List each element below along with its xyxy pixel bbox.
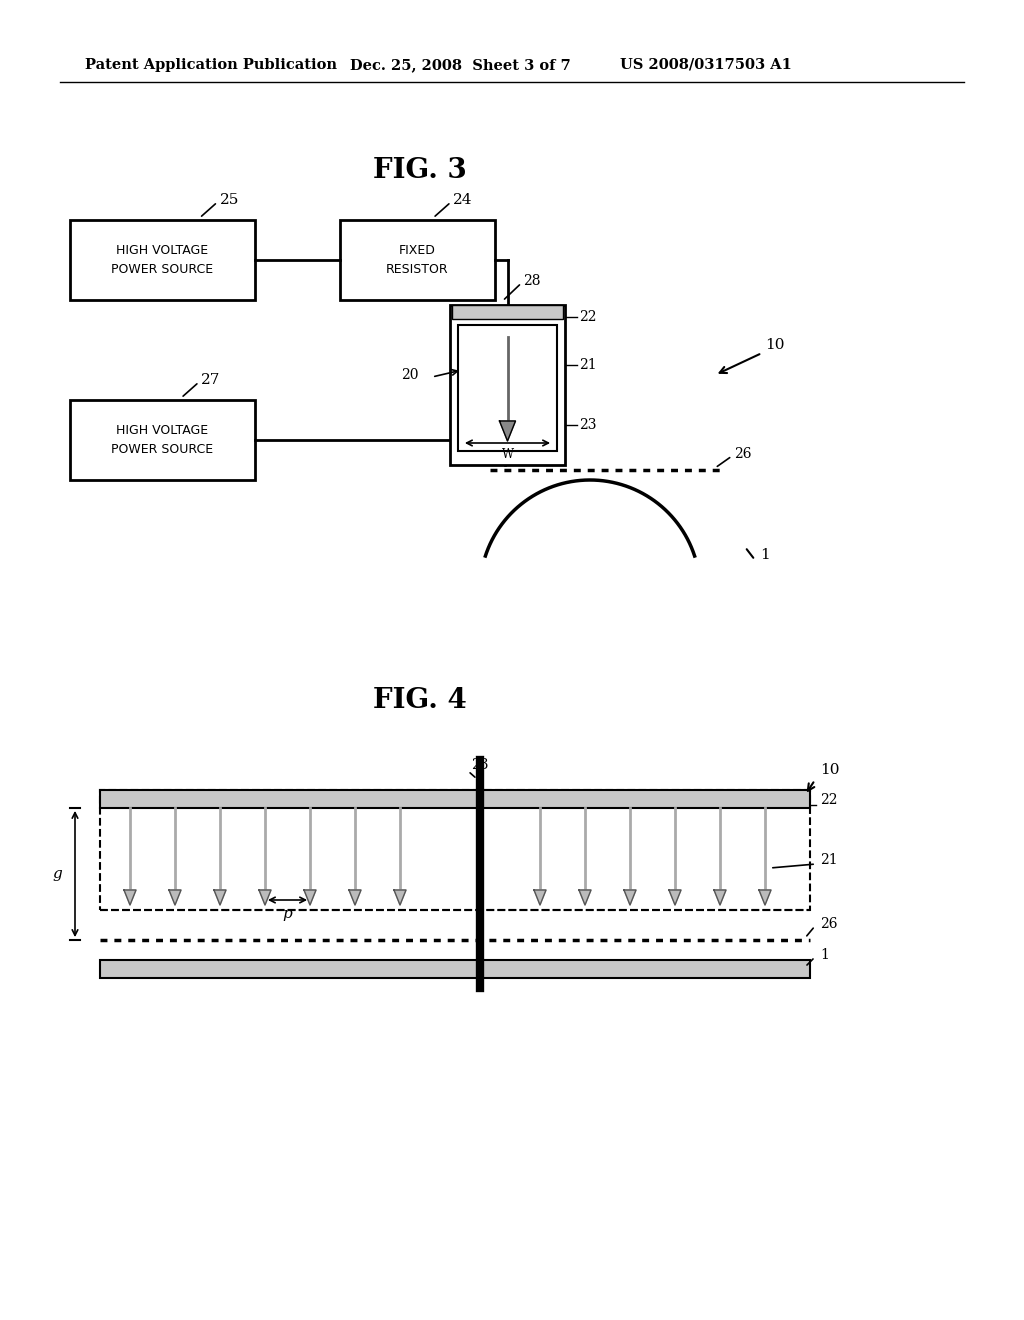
- Text: Patent Application Publication: Patent Application Publication: [85, 58, 337, 73]
- Polygon shape: [124, 890, 136, 906]
- Text: 27: 27: [201, 374, 220, 387]
- Text: 23: 23: [579, 418, 597, 432]
- Text: 1: 1: [820, 948, 828, 962]
- Text: US 2008/0317503 A1: US 2008/0317503 A1: [620, 58, 792, 73]
- Bar: [70, 220, 255, 300]
- Polygon shape: [669, 890, 681, 906]
- Text: 26: 26: [734, 447, 752, 461]
- Text: W: W: [502, 449, 514, 462]
- Text: FIG. 4: FIG. 4: [373, 686, 467, 714]
- Bar: [452, 305, 563, 319]
- Text: 21: 21: [820, 853, 838, 867]
- Polygon shape: [624, 890, 636, 906]
- Text: 25: 25: [219, 193, 239, 207]
- Text: 20: 20: [401, 368, 419, 381]
- Text: 10: 10: [765, 338, 784, 352]
- Text: 22: 22: [820, 793, 838, 807]
- Text: 23: 23: [471, 758, 488, 772]
- Text: 10: 10: [820, 763, 840, 777]
- Polygon shape: [534, 890, 546, 906]
- Bar: [100, 789, 810, 808]
- Bar: [100, 960, 810, 978]
- Polygon shape: [304, 890, 316, 906]
- Polygon shape: [759, 890, 771, 906]
- Text: HIGH VOLTAGE
POWER SOURCE: HIGH VOLTAGE POWER SOURCE: [112, 424, 214, 455]
- Polygon shape: [259, 890, 271, 906]
- Text: FIG. 3: FIG. 3: [373, 157, 467, 183]
- Text: 26: 26: [820, 917, 838, 931]
- Bar: [458, 325, 557, 451]
- Polygon shape: [349, 890, 361, 906]
- Bar: [70, 400, 255, 480]
- Polygon shape: [214, 890, 226, 906]
- Text: 28: 28: [523, 275, 541, 288]
- Text: 22: 22: [579, 310, 597, 323]
- Polygon shape: [714, 890, 726, 906]
- Text: 21: 21: [579, 358, 597, 372]
- Text: 1: 1: [760, 548, 770, 562]
- Bar: [100, 789, 810, 909]
- Polygon shape: [579, 890, 591, 906]
- Polygon shape: [500, 421, 515, 441]
- Bar: [450, 305, 565, 465]
- Text: p: p: [283, 907, 293, 921]
- Text: HIGH VOLTAGE
POWER SOURCE: HIGH VOLTAGE POWER SOURCE: [112, 244, 214, 276]
- Text: g: g: [52, 867, 61, 880]
- Polygon shape: [394, 890, 406, 906]
- Bar: [340, 220, 495, 300]
- Text: FIXED
RESISTOR: FIXED RESISTOR: [386, 244, 449, 276]
- Polygon shape: [169, 890, 181, 906]
- Text: 24: 24: [453, 193, 472, 207]
- Text: Dec. 25, 2008  Sheet 3 of 7: Dec. 25, 2008 Sheet 3 of 7: [350, 58, 570, 73]
